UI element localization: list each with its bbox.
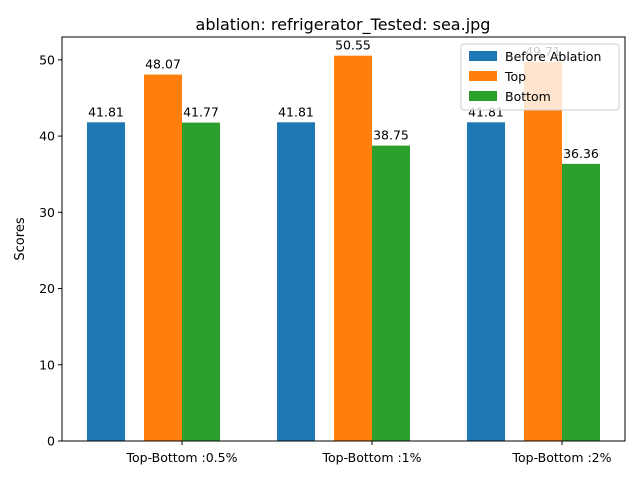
bar-top bbox=[334, 55, 372, 441]
plot-frame bbox=[61, 36, 626, 442]
bar-bottom bbox=[182, 122, 220, 441]
x-axis: Top-Bottom :0.5% Top-Bottom :1% Top-Bottom… bbox=[126, 441, 612, 465]
y-tick-label: 10 bbox=[39, 357, 55, 372]
y-tick-label: 50 bbox=[39, 52, 55, 67]
bar-top bbox=[144, 74, 182, 441]
bar-before-ablation bbox=[87, 122, 125, 441]
bar-before-ablation bbox=[467, 122, 505, 441]
bar-value-label: 38.75 bbox=[373, 128, 409, 143]
legend-swatch bbox=[469, 51, 497, 61]
legend-swatch bbox=[469, 91, 497, 101]
legend-box bbox=[460, 43, 620, 111]
x-tick-label: Top-Bottom :0.5% bbox=[126, 450, 238, 465]
y-tick-label: 0 bbox=[47, 434, 55, 449]
bar-bottom bbox=[372, 145, 410, 442]
bar-before-ablation bbox=[277, 122, 315, 441]
bar-bottom bbox=[562, 163, 600, 441]
bar-value-label: 36.36 bbox=[563, 146, 599, 161]
legend-label: Top bbox=[504, 69, 526, 84]
legend-label: Bottom bbox=[505, 89, 551, 104]
y-axis: 0 10 20 30 40 50 bbox=[39, 52, 62, 449]
x-tick-label: Top-Bottom :2% bbox=[511, 450, 611, 465]
bar-value-label: 41.81 bbox=[278, 104, 314, 119]
y-tick-label: 40 bbox=[39, 129, 55, 144]
bar-value-label: 50.55 bbox=[335, 38, 371, 53]
bar-value-label: 41.81 bbox=[88, 104, 124, 119]
legend-label: Before Ablation bbox=[505, 49, 601, 64]
bar-value-label: 48.07 bbox=[145, 57, 181, 72]
bar-top bbox=[524, 62, 562, 441]
bar-value-label: 41.77 bbox=[183, 105, 219, 120]
legend-swatch bbox=[469, 71, 497, 81]
y-tick-label: 20 bbox=[39, 281, 55, 296]
legend: Before Ablation Top Bottom bbox=[460, 43, 620, 111]
chart-title: ablation: refrigerator_Tested: sea.jpg bbox=[196, 15, 491, 35]
y-axis-label: Scores bbox=[13, 217, 28, 260]
bars-layer bbox=[87, 55, 600, 442]
y-tick-label: 30 bbox=[39, 205, 55, 220]
x-tick-label: Top-Bottom :1% bbox=[321, 450, 421, 465]
